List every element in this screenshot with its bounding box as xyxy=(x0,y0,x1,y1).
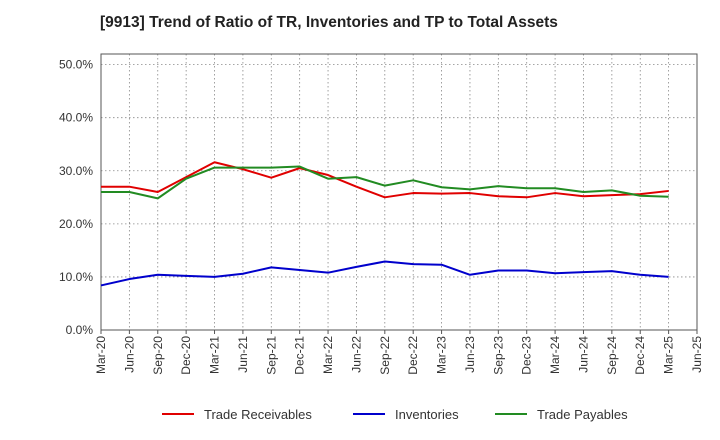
x-tick-label: Dec-23 xyxy=(520,336,534,375)
legend-label-trade-receivables: Trade Receivables xyxy=(204,407,312,422)
x-tick-label: Jun-22 xyxy=(349,336,363,373)
x-tick-label: Sep-21 xyxy=(264,336,278,375)
x-tick-label: Mar-23 xyxy=(435,336,449,374)
y-tick-label: 50.0% xyxy=(59,58,93,72)
x-tick-label: Sep-23 xyxy=(491,336,505,375)
y-tick-label: 40.0% xyxy=(59,111,93,125)
x-tick-label: Mar-25 xyxy=(662,336,676,374)
x-tick-label: Mar-24 xyxy=(548,336,562,374)
x-tick-label: Mar-22 xyxy=(321,336,335,374)
x-tick-label: Jun-23 xyxy=(463,336,477,373)
y-tick-label: 30.0% xyxy=(59,164,93,178)
y-tick-label: 20.0% xyxy=(59,217,93,231)
series-line-trade-payables xyxy=(101,165,669,200)
legend-label-inventories: Inventories xyxy=(395,407,459,422)
series-line-inventories xyxy=(100,260,669,287)
x-tick-label: Dec-20 xyxy=(179,336,193,375)
x-tick-label: Jun-25 xyxy=(690,336,704,373)
x-tick-label: Jun-24 xyxy=(576,336,590,373)
x-tick-label: Dec-22 xyxy=(406,336,420,375)
y-tick-label: 10.0% xyxy=(59,270,93,284)
x-tick-label: Sep-24 xyxy=(605,336,619,375)
x-tick-label: Dec-21 xyxy=(293,336,307,375)
x-tick-label: Sep-22 xyxy=(378,336,392,375)
chart-title: [9913] Trend of Ratio of TR, Inventories… xyxy=(100,14,558,31)
y-tick-label: 0.0% xyxy=(66,323,94,337)
x-tick-label: Mar-21 xyxy=(208,336,222,374)
x-tick-label: Dec-24 xyxy=(633,336,647,375)
x-tick-label: Jun-21 xyxy=(236,336,250,373)
x-tick-label: Sep-20 xyxy=(151,336,165,375)
series-line-trade-receivables xyxy=(101,161,669,199)
legend-label-trade-payables: Trade Payables xyxy=(537,407,628,422)
x-tick-label: Jun-20 xyxy=(122,336,136,373)
plot-frame xyxy=(100,53,698,331)
x-tick-label: Mar-20 xyxy=(94,336,108,374)
